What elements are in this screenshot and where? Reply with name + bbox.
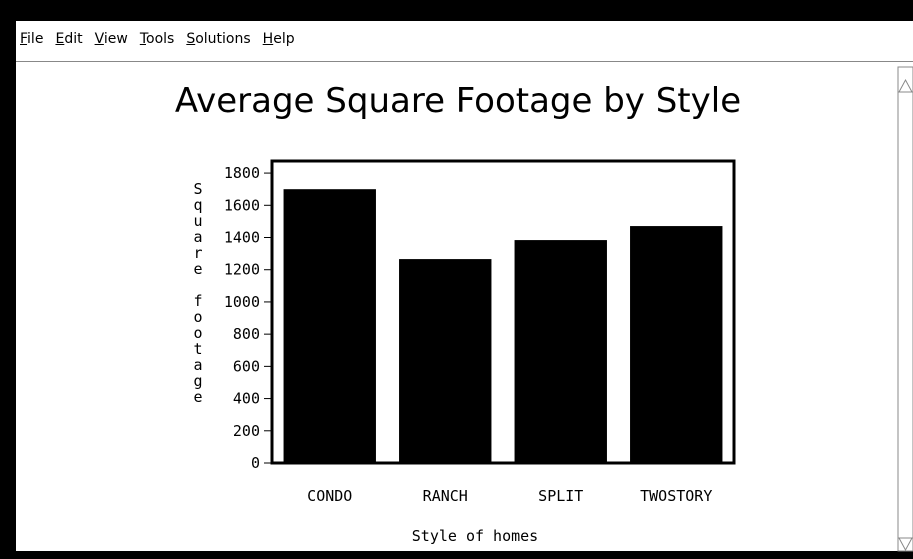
x-tick-label: TWOSTORY	[640, 487, 712, 505]
y-tick-label: 0	[251, 454, 260, 472]
y-tick-label: 1000	[224, 293, 260, 311]
bar	[399, 259, 492, 463]
menu-item[interactable]: Solutions	[186, 31, 251, 47]
menu-item[interactable]: File	[20, 31, 44, 47]
y-tick-label: 200	[233, 422, 260, 440]
x-tick-label: CONDO	[307, 487, 352, 505]
scroll-up[interactable]	[898, 78, 913, 93]
bar	[514, 240, 607, 463]
menu-item[interactable]: Help	[262, 31, 295, 47]
scrollbar[interactable]	[897, 66, 913, 552]
y-tick-label: 800	[233, 325, 260, 343]
chart-title: Average Square Footage by Style	[175, 81, 741, 121]
y-tick-label: 1800	[224, 164, 260, 182]
y-tick-label: 600	[233, 357, 260, 375]
menu-bar: File Edit View Tools Solutions Help	[16, 21, 913, 62]
scroll-down[interactable]	[898, 537, 913, 552]
x-tick-label: RANCH	[423, 487, 468, 505]
y-axis-label: Square footage	[189, 180, 207, 404]
x-axis-label: Style of homes	[412, 527, 538, 545]
bar	[283, 189, 376, 464]
menu-item[interactable]: View	[94, 31, 128, 47]
plot-frame	[270, 159, 736, 465]
x-tick-label: SPLIT	[538, 487, 583, 505]
bar	[630, 226, 723, 463]
y-tick-label: 1600	[224, 196, 260, 214]
menu-item[interactable]: Edit	[55, 31, 83, 47]
menu-item[interactable]: Tools	[139, 31, 175, 47]
y-tick-label: 1400	[224, 229, 260, 247]
y-tick-label: 400	[233, 390, 260, 408]
y-tick-label: 1200	[224, 261, 260, 279]
